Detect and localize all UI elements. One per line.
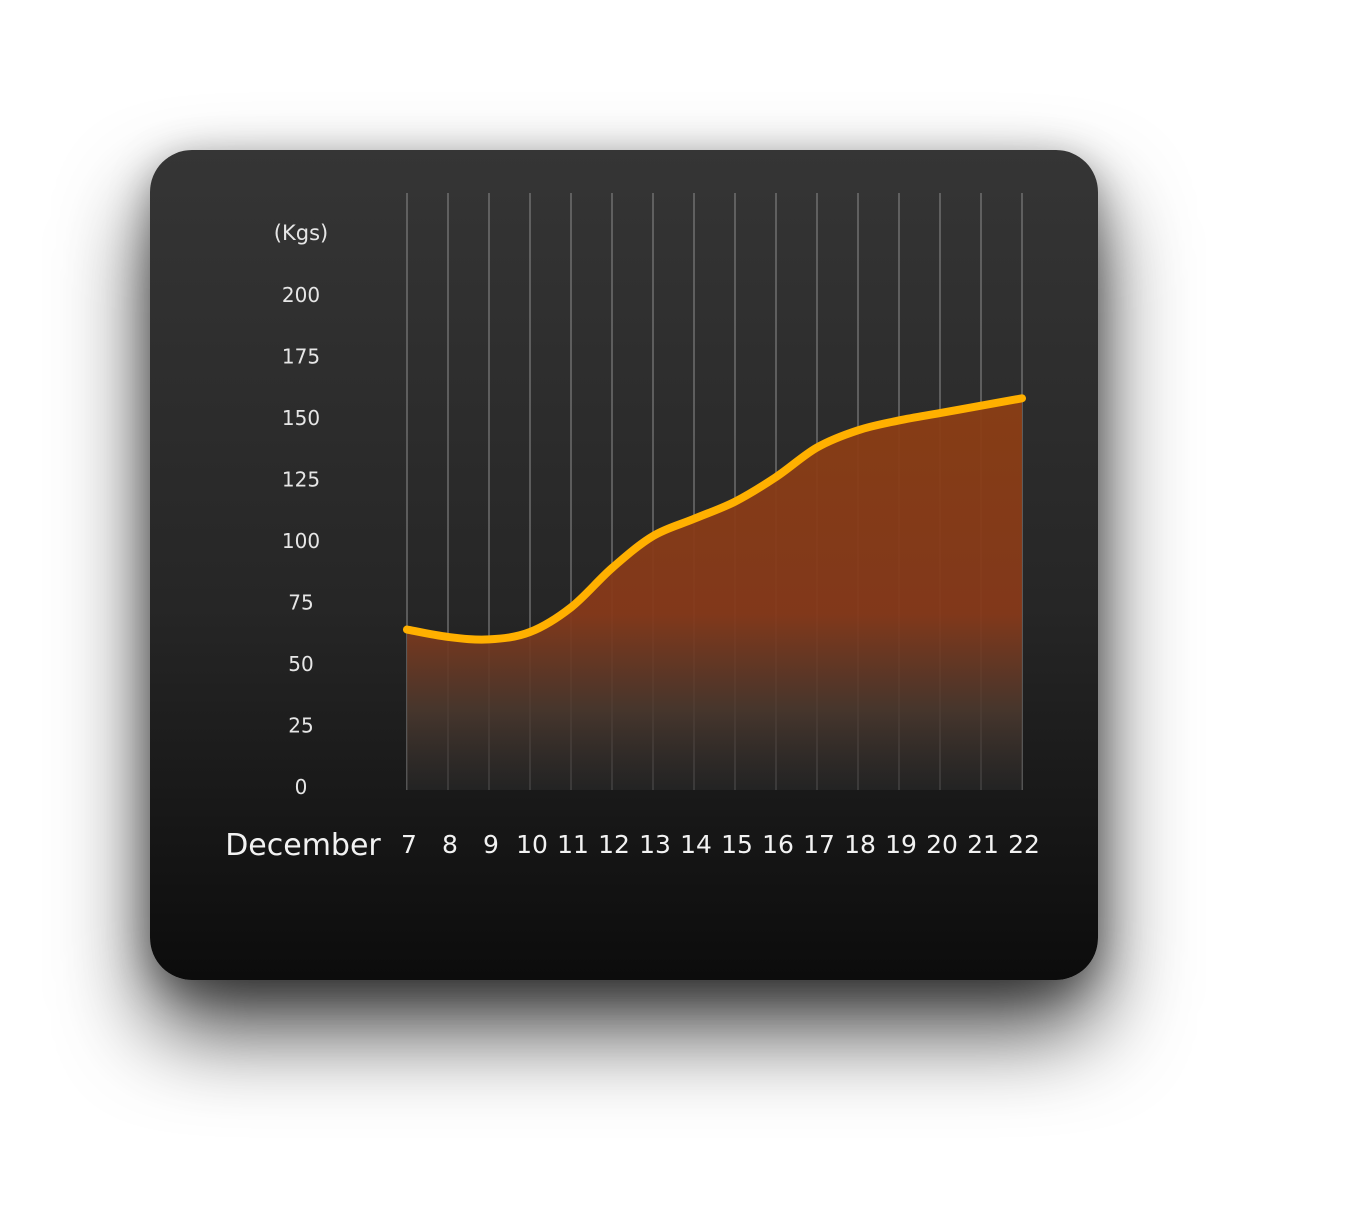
x-tick-label-10: 10 [516, 830, 548, 859]
data-point-7 [404, 627, 410, 633]
y-tick-label-175: 175 [282, 345, 320, 369]
x-tick-label-21: 21 [967, 830, 999, 859]
data-point-9 [486, 636, 492, 642]
x-tick-label-16: 16 [762, 830, 794, 859]
x-tick-label-14: 14 [680, 830, 712, 859]
x-axis-ticks: 7 8 9 10 11 12 13 14 15 16 17 18 19 20 21 22 [401, 830, 1040, 859]
data-point-12 [609, 565, 615, 571]
area-fill-group [407, 398, 1022, 790]
y-tick-label-200: 200 [282, 283, 320, 307]
series-line [403, 394, 1026, 644]
x-tick-label-18: 18 [844, 830, 876, 859]
area-fill [407, 398, 1022, 790]
y-tick-label-150: 150 [282, 406, 320, 430]
x-tick-label-11: 11 [557, 830, 589, 859]
y-tick-label-125: 125 [282, 468, 320, 492]
y-tick-label-100: 100 [282, 529, 320, 553]
data-point-18 [855, 427, 861, 433]
data-point-8 [445, 634, 451, 640]
x-tick-label-20: 20 [926, 830, 958, 859]
data-point-21 [978, 403, 984, 409]
data-point-22 [1019, 395, 1025, 401]
x-tick-label-17: 17 [803, 830, 835, 859]
x-tick-label-9: 9 [483, 830, 499, 859]
chart-card: 0 25 50 75 100 125 150 175 200 7 8 9 10 11 12 13 14 15 16… [150, 150, 1098, 980]
data-point-14 [691, 516, 697, 522]
x-axis-month-label: December [225, 828, 381, 863]
data-point-20 [937, 410, 943, 416]
x-tick-label-19: 19 [885, 830, 917, 859]
x-tick-label-7: 7 [401, 830, 417, 859]
area-chart: 0 25 50 75 100 125 150 175 200 7 8 9 10 11 12 13 14 15 16… [225, 193, 1040, 863]
y-axis-unit-label: (Kgs) [274, 221, 328, 245]
y-tick-label-75: 75 [288, 591, 313, 615]
data-point-10 [527, 629, 533, 635]
data-point-19 [896, 417, 902, 423]
data-point-11 [568, 604, 574, 610]
y-tick-label-50: 50 [288, 652, 313, 676]
data-point-15 [732, 499, 738, 505]
x-tick-label-15: 15 [721, 830, 753, 859]
series-line-group [403, 394, 1026, 644]
y-tick-label-0: 0 [295, 775, 308, 799]
x-tick-label-12: 12 [598, 830, 630, 859]
x-tick-label-13: 13 [639, 830, 671, 859]
x-tick-label-8: 8 [442, 830, 458, 859]
data-point-13 [650, 533, 656, 539]
x-tick-label-22: 22 [1008, 830, 1040, 859]
y-tick-label-25: 25 [288, 714, 313, 738]
data-point-16 [773, 474, 779, 480]
data-point-17 [814, 445, 820, 451]
y-axis-ticks: 0 25 50 75 100 125 150 175 200 [282, 283, 320, 799]
